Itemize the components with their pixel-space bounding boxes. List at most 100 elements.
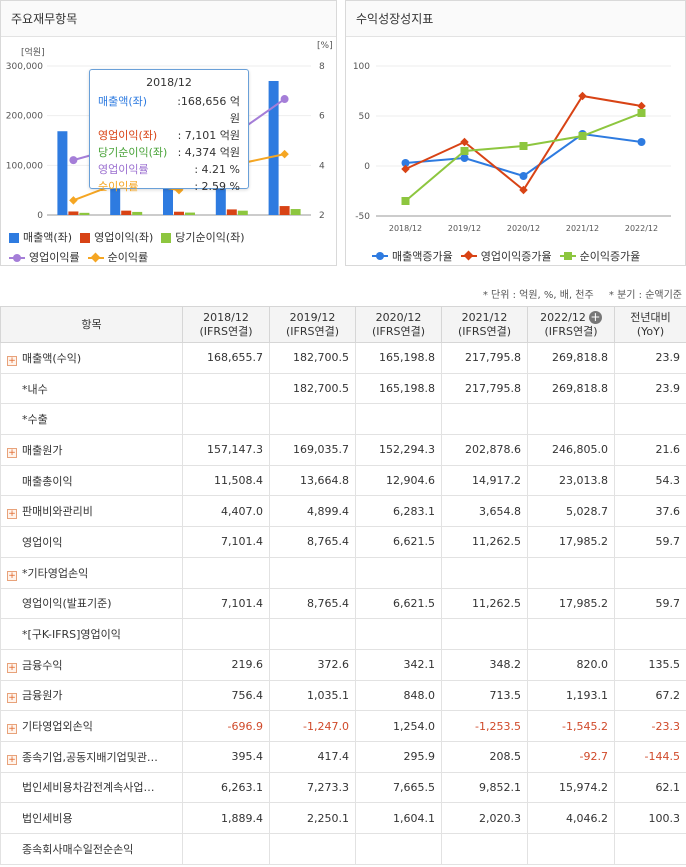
header-period[interactable]: 2020/12 (IFRS연결) bbox=[355, 306, 442, 343]
tooltip-row: 매출액(좌):168,656 억원 bbox=[98, 93, 240, 127]
row-label-text: *수출 bbox=[22, 413, 48, 427]
table-cell: 54.3 bbox=[614, 464, 686, 497]
header-period[interactable]: 2019/12 (IFRS연결) bbox=[269, 306, 356, 343]
table-cell bbox=[269, 833, 356, 865]
table-cell bbox=[269, 403, 356, 436]
row-label[interactable]: + 종속기업,공동지배기업및관… bbox=[0, 740, 183, 773]
unit-note: * 단위 : 억원, %, 배, 천주 bbox=[482, 290, 594, 301]
header-period[interactable]: 2018/12 (IFRS연결) bbox=[182, 306, 270, 343]
legend-item[interactable]: 매출액증가율 bbox=[372, 248, 453, 264]
y-tick-label: -50 bbox=[355, 212, 370, 222]
legend-marker bbox=[559, 252, 576, 260]
table-cell bbox=[355, 618, 442, 650]
table-cell bbox=[182, 618, 270, 650]
table-cell: 135.5 bbox=[614, 648, 686, 681]
table-cell: -144.5 bbox=[614, 740, 686, 773]
table-cell bbox=[182, 372, 270, 405]
expand-icon[interactable]: + bbox=[7, 724, 17, 735]
table-cell: 295.9 bbox=[355, 740, 442, 773]
line-point bbox=[69, 196, 78, 205]
row-label: *내수 bbox=[0, 372, 183, 405]
bar bbox=[290, 209, 301, 215]
legend-item[interactable]: 영업이익률 bbox=[9, 250, 80, 266]
table-cell bbox=[614, 618, 686, 650]
line-point bbox=[460, 147, 469, 155]
table-cell bbox=[355, 833, 442, 865]
header-period[interactable]: 2021/12 (IFRS연결) bbox=[441, 306, 528, 343]
row-label[interactable]: + 금융수익 bbox=[0, 648, 183, 681]
left-tick-label: 200,000 bbox=[6, 112, 43, 122]
line-point bbox=[519, 142, 528, 150]
row-label-text: 영업이익 bbox=[22, 535, 63, 549]
tooltip-value: :168,656 억원 bbox=[177, 95, 240, 125]
row-label-text: 매출액(수익) bbox=[22, 351, 82, 365]
table-cell bbox=[441, 556, 528, 589]
legend-item[interactable]: 순이익증가율 bbox=[559, 248, 640, 264]
table-cell: 17,985.2 bbox=[527, 587, 615, 620]
table-cell: 2,020.3 bbox=[441, 802, 528, 834]
legend-label: 영업이익(좌) bbox=[94, 231, 154, 244]
table-row: *수출 bbox=[0, 403, 686, 436]
expand-icon[interactable]: + bbox=[7, 754, 17, 765]
row-label[interactable]: + 판매비와관리비 bbox=[0, 495, 183, 528]
table-cell: 348.2 bbox=[441, 648, 528, 681]
legend-marker bbox=[9, 254, 25, 262]
expand-icon[interactable]: + bbox=[7, 693, 17, 704]
table-cell: 246,805.0 bbox=[527, 434, 615, 466]
bar bbox=[68, 211, 79, 215]
growth-chart[interactable]: -50 0 50 100 2018/12 2019/12 2020/12 2021/12 202… bbox=[346, 38, 686, 238]
row-label[interactable]: + *기타영업손익 bbox=[0, 556, 183, 589]
table-cell: 756.4 bbox=[182, 679, 270, 712]
legend-marker bbox=[161, 233, 172, 243]
expand-icon[interactable]: + bbox=[7, 662, 17, 673]
line-point bbox=[401, 164, 410, 174]
table-cell bbox=[527, 618, 615, 650]
legend-item[interactable]: 영업이익증가율 bbox=[460, 248, 552, 264]
profitability-growth-panel: 수익성장성지표 -50 0 50 100 2018/12 2019/12 2020/12 20… bbox=[345, 0, 686, 266]
expand-icon[interactable]: + bbox=[7, 447, 17, 458]
row-label[interactable]: + 매출액(수익) bbox=[0, 342, 183, 374]
tooltip-label: 당기순이익(좌) bbox=[98, 146, 168, 159]
table-cell: 2,250.1 bbox=[269, 802, 356, 834]
tooltip-row: 영업이익(좌): 7,101 억원 bbox=[98, 127, 240, 144]
table-cell: 7,101.4 bbox=[182, 526, 270, 558]
row-label[interactable]: + 기타영업외손익 bbox=[0, 710, 183, 742]
legend-item[interactable]: 순이익률 bbox=[87, 250, 148, 266]
add-column-icon[interactable]: + bbox=[588, 309, 602, 324]
row-label[interactable]: + 매출원가 bbox=[0, 434, 183, 466]
legend-item[interactable]: 매출액(좌) bbox=[9, 230, 72, 246]
table-cell bbox=[527, 556, 615, 589]
row-label-text: 판매비와관리비 bbox=[22, 505, 93, 519]
row-label-text: 금융수익 bbox=[22, 658, 63, 672]
row-label: 법인세비용차감전계속사업… bbox=[0, 771, 183, 804]
legend-item[interactable]: 영업이익(좌) bbox=[80, 230, 153, 246]
header-period[interactable]: 2022/12 + (IFRS연결) bbox=[527, 306, 615, 343]
table-cell: 1,193.1 bbox=[527, 679, 615, 712]
x-tick-label: 2022/12 bbox=[625, 224, 658, 233]
table-cell: 417.4 bbox=[269, 740, 356, 773]
expand-icon[interactable]: + bbox=[7, 570, 17, 581]
expand-icon[interactable]: + bbox=[7, 509, 17, 520]
legend-item[interactable]: 당기순이익(좌) bbox=[161, 230, 245, 246]
line-point bbox=[637, 138, 646, 146]
table-cell: 169,035.7 bbox=[269, 434, 356, 466]
bar bbox=[237, 210, 248, 215]
table-cell: 13,664.8 bbox=[269, 464, 356, 497]
header-yoy: 전년대비 (YoY) bbox=[614, 306, 686, 343]
tooltip-value: : 4.21 % bbox=[194, 163, 240, 176]
row-label: 매출총이익 bbox=[0, 464, 183, 497]
row-label-text: *기타영업손익 bbox=[22, 566, 89, 580]
right-tick-label: 6 bbox=[319, 112, 325, 122]
table-row: + 매출액(수익) 168,655.7 182,700.5 165,198.8 217,7… bbox=[0, 342, 686, 374]
table-cell: 17,985.2 bbox=[527, 526, 615, 558]
expand-icon[interactable]: + bbox=[7, 355, 17, 366]
table-cell bbox=[355, 556, 442, 589]
row-label[interactable]: + 금융원가 bbox=[0, 679, 183, 712]
x-tick-label: 2019/12 bbox=[448, 224, 481, 233]
table-row: 종속회사매수일전순손익 bbox=[0, 833, 686, 865]
table-cell: 208.5 bbox=[441, 740, 528, 773]
line-point bbox=[637, 101, 646, 111]
table-cell: 713.5 bbox=[441, 679, 528, 712]
table-cell: 11,508.4 bbox=[182, 464, 270, 497]
table-cell: 11,262.5 bbox=[441, 526, 528, 558]
